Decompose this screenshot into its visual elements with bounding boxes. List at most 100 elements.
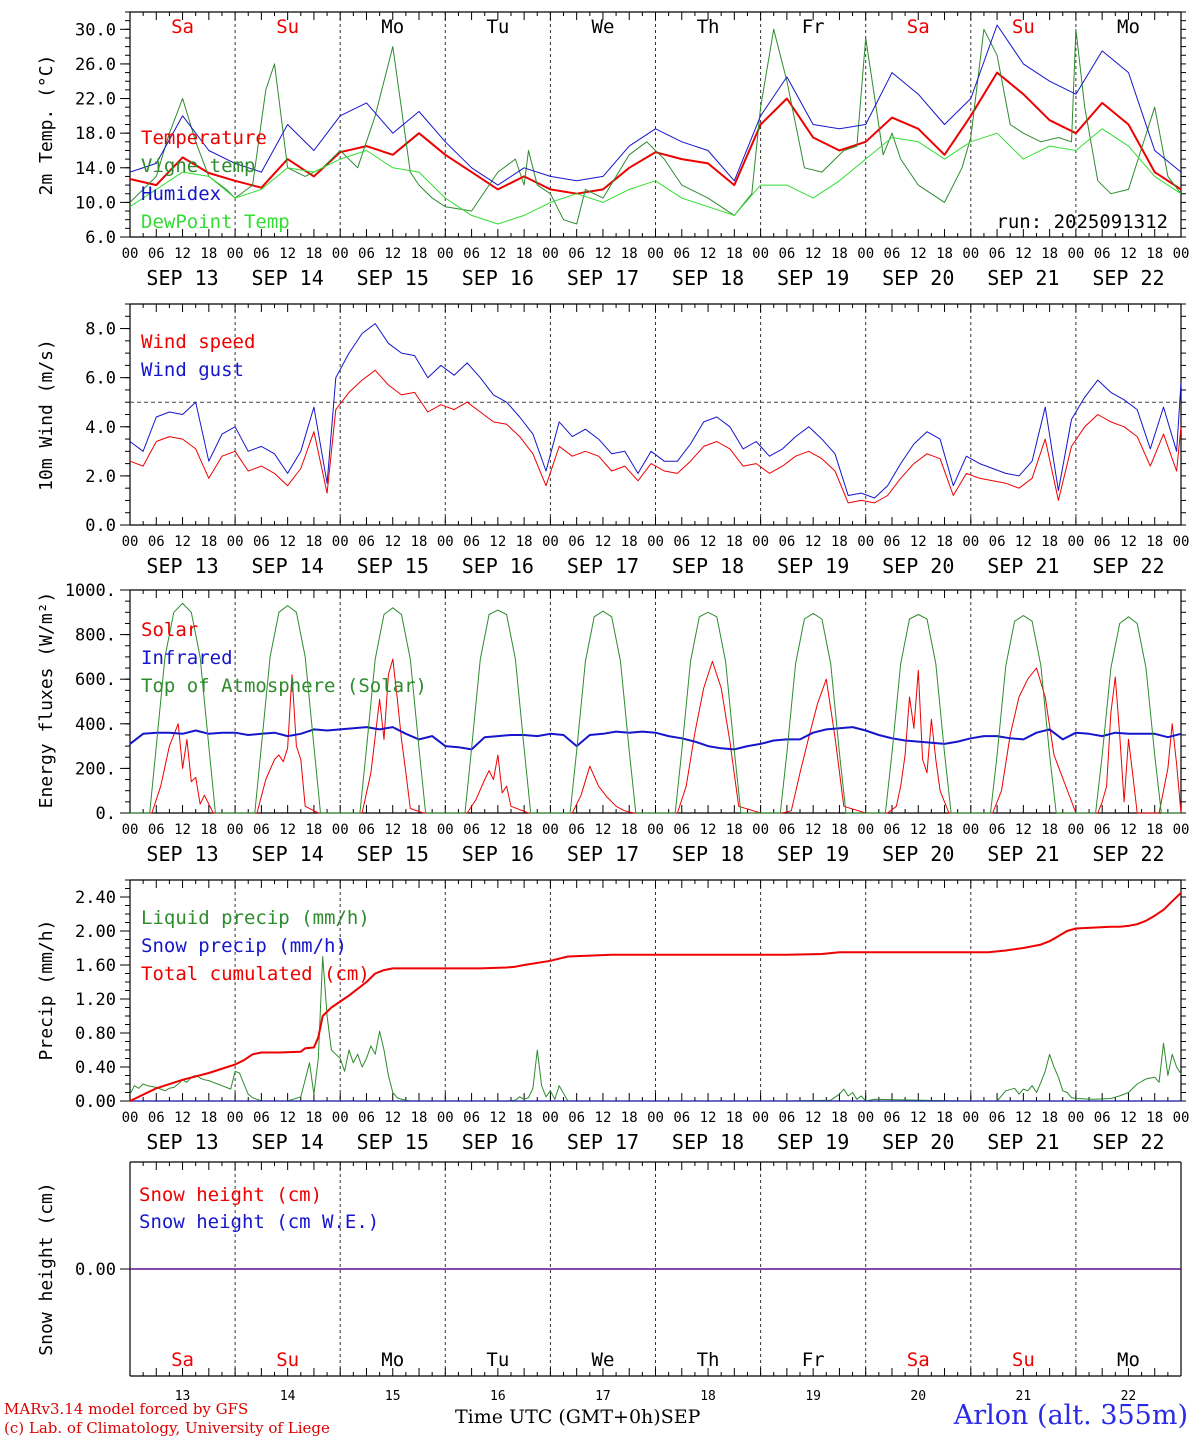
panel-0-hour-label: 00 [332,246,349,262]
panel-3-hour-label: 12 [595,1110,612,1126]
panel-0-y-tick-label: 14.0 [75,159,116,179]
panel-2-hour-label: 00 [122,822,139,838]
panel-2-hour-label: 12 [700,822,717,838]
panel-0-y-axis-title: 2m Temp. (°C) [36,55,57,196]
weekday-label-top: Sa [907,16,930,38]
panel-3-day-label: SEP 20 [882,1130,954,1154]
panel-2-hour-label: 18 [305,822,322,838]
day-number-label: 13 [175,1389,191,1404]
panel-3-hour-label: 00 [227,1110,244,1126]
panel-0-hour-label: 12 [910,246,927,262]
panel-2-y-tick-label: 800. [75,626,116,646]
panel-3-hour-label: 18 [1146,1110,1163,1126]
panel-0-hour-label: 00 [122,246,139,262]
panel-2-hour-label: 18 [411,822,428,838]
weekday-label-bottom: Fr [802,1349,825,1371]
panel-2-y-tick-label: 400. [75,715,116,735]
weekday-label-bottom: Su [276,1349,299,1371]
panel-2-hour-label: 06 [148,822,165,838]
panel-2-hour-label: 06 [673,822,690,838]
panel-0-hour-label: 06 [778,246,795,262]
panel-2-hour-label: 00 [437,822,454,838]
panel-3-hour-label: 18 [1041,1110,1058,1126]
panel-0-hour-label: 12 [595,246,612,262]
panel-2-hour-label: 06 [568,822,585,838]
panel-3-day-label: SEP 17 [567,1130,639,1154]
panel-3-hour-label: 00 [437,1110,454,1126]
panel-0-hour-label: 00 [1067,246,1084,262]
panel-0-hour-label: 06 [884,246,901,262]
panel-2-day-label: SEP 13 [146,842,218,866]
station-name: Arlon (alt. 355m) [953,1400,1188,1431]
panel-2-hour-label: 18 [1041,822,1058,838]
panel-3-hour-label: 06 [358,1110,375,1126]
panel-2-day-label: SEP 19 [777,842,849,866]
panel-0-hour-label: 00 [227,246,244,262]
legend-vigne-temp: Vigne temp [141,155,255,177]
panel-1-hour-label: 12 [910,534,927,550]
panel-2-y-tick-label: 0. [96,804,116,824]
panel-3-hour-label: 06 [884,1110,901,1126]
legend-wind-speed: Wind speed [141,331,255,353]
panel-1-hour-label: 06 [253,534,270,550]
panel-0-hour-label: 06 [463,246,480,262]
panel-3-day-label: SEP 13 [146,1130,218,1154]
panel-0-hour-label: 06 [673,246,690,262]
panel-3-day-label: SEP 21 [987,1130,1059,1154]
panel-0-y-tick-label: 30.0 [75,20,116,40]
weekday-label-top: Fr [802,16,825,38]
weekday-label-bottom: Su [1012,1349,1035,1371]
panel-1-hour-label: 06 [148,534,165,550]
panel-2-hour-label: 06 [1094,822,1111,838]
panel-2-hour-label: 06 [884,822,901,838]
panel-2-hour-label: 00 [332,822,349,838]
panel-1-day-label: SEP 16 [462,554,534,578]
panel-1-hour-label: 12 [1120,534,1137,550]
panel-0-hour-label: 12 [384,246,401,262]
day-number-label: 17 [595,1389,611,1404]
panel-0-day-label: SEP 22 [1092,266,1164,290]
panel-2-day-label: SEP 21 [987,842,1059,866]
panel-3-hour-label: 06 [253,1110,270,1126]
panel-1-hour-label: 18 [621,534,638,550]
panel-0-hour-label: 00 [647,246,664,262]
panel-0-hour-label: 06 [358,246,375,262]
panel-2-hour-label: 12 [910,822,927,838]
panel-1-hour-label: 00 [1173,534,1190,550]
panel-1-hour-label: 12 [384,534,401,550]
panel-1-day-label: SEP 18 [672,554,744,578]
panel-3-hour-label: 18 [411,1110,428,1126]
series-vigne-temp-line [129,28,1182,225]
panel-2-day-label: SEP 20 [882,842,954,866]
weekday-label-bottom: Sa [907,1349,930,1371]
panel-2-hour-label: 00 [647,822,664,838]
x-axis-title: Time UTC (GMT+0h)SEP [455,1406,700,1428]
panel-3-y-tick-label: 0.40 [75,1058,116,1078]
panel-0-hour-label: 06 [253,246,270,262]
panel-2-hour-label: 00 [542,822,559,838]
panel-2-hour-label: 06 [778,822,795,838]
panel-2-hour-label: 18 [726,822,743,838]
panel-0-hour-label: 00 [752,246,769,262]
panel-1-hour-label: 00 [332,534,349,550]
panel-2-hour-label: 00 [1173,822,1190,838]
legend-snow-precip-mm-h: Snow precip (mm/h) [141,935,347,957]
panel-2-hour-label: 00 [962,822,979,838]
panel-3-hour-label: 12 [1120,1110,1137,1126]
panel-1-hour-label: 06 [358,534,375,550]
x-axis-title-text: Time UTC (GMT+0h) [455,1406,661,1428]
panel-1-hour-label: 06 [568,534,585,550]
panel-1-hour-label: 00 [227,534,244,550]
panel-2-hour-label: 12 [1015,822,1032,838]
legend-total-cumulated-cm: Total cumulated (cm) [141,963,370,985]
panel-0-hour-label: 06 [148,246,165,262]
weekday-label-top: We [592,16,615,38]
legend-humidex: Humidex [141,183,221,205]
panel-1-y-axis-title: 10m Wind (m/s) [36,339,57,491]
legend-snow-height-cm-w-e: Snow height (cm W.E.) [139,1211,379,1233]
panel-1-hour-label: 18 [200,534,217,550]
panel-3-hour-label: 18 [200,1110,217,1126]
panel-2-hour-label: 18 [516,822,533,838]
panel-3-hour-label: 12 [384,1110,401,1126]
panel-2-day-label: SEP 15 [357,842,429,866]
